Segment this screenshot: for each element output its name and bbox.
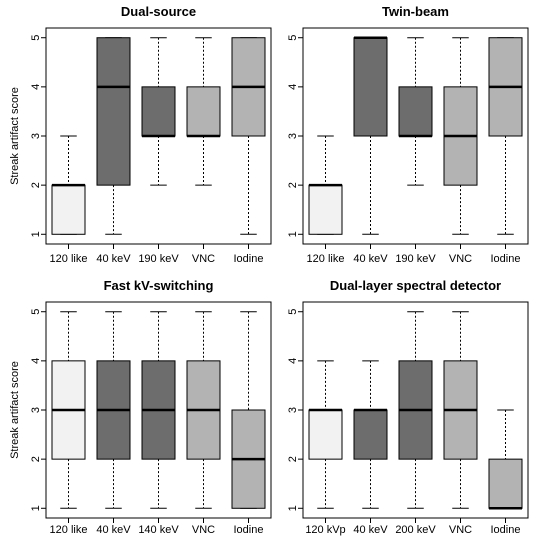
x-tick-label: 120 kVp	[305, 524, 345, 536]
y-tick-label: 4	[30, 84, 42, 90]
y-tick-label: 2	[30, 182, 42, 188]
iqr-box	[141, 86, 176, 137]
panel-title: Dual-layer spectral detector	[330, 278, 501, 293]
box-1	[51, 135, 86, 235]
x-tick-label: 120 like	[307, 253, 345, 265]
panel-title: Twin-beam	[382, 4, 449, 19]
panel-2: Twin-beam 1 2 3 4 5 120 like 40 keV 190 keV VNC Io…	[287, 4, 529, 265]
box-1	[51, 311, 86, 509]
y-tick-label: 5	[287, 309, 299, 315]
y-tick-label: 4	[30, 358, 42, 364]
iqr-box	[488, 458, 523, 509]
iqr-box	[353, 37, 388, 137]
x-tick-label: 140 keV	[138, 524, 179, 536]
x-tick-label: 120 like	[50, 524, 88, 536]
box-5	[488, 37, 523, 235]
iqr-box	[96, 37, 131, 186]
x-tick-label: Iodine	[491, 253, 521, 265]
box-2	[353, 360, 388, 509]
iqr-box	[398, 86, 433, 137]
box-5	[231, 311, 266, 509]
x-tick-label: Iodine	[234, 253, 264, 265]
x-tick-label: 40 keV	[353, 524, 388, 536]
y-tick-label: 5	[30, 309, 42, 315]
y-tick-label: 1	[30, 505, 42, 511]
y-tick-label: 4	[287, 84, 299, 90]
iqr-box	[353, 409, 388, 460]
y-tick-label: 4	[287, 358, 299, 364]
x-tick-label: 200 keV	[395, 524, 436, 536]
y-tick-label: 2	[287, 456, 299, 462]
y-tick-label: 5	[30, 35, 42, 41]
x-tick-label: 190 keV	[395, 253, 436, 265]
x-tick-label: VNC	[449, 253, 472, 265]
x-tick-label: 40 keV	[353, 253, 388, 265]
y-axis-label: Streak artifact score	[9, 87, 21, 185]
box-1	[308, 135, 343, 235]
panel-4: Dual-layer spectral detector 1 2 3 4 5 120 kVp…	[287, 278, 529, 536]
x-tick-label: Iodine	[491, 524, 521, 536]
x-tick-label: 40 keV	[96, 524, 131, 536]
x-tick-label: VNC	[192, 524, 215, 536]
box-2	[353, 36, 388, 235]
box-1	[308, 360, 343, 509]
iqr-box	[51, 184, 86, 235]
iqr-box	[308, 184, 343, 235]
x-tick-label: Iodine	[234, 524, 264, 536]
box-2	[96, 37, 131, 235]
iqr-box	[186, 86, 221, 137]
panel-1: Dual-source Streak artifact score 1 2 3 4 5 120…	[9, 4, 272, 265]
box-4	[186, 311, 221, 509]
y-tick-label: 3	[287, 133, 299, 139]
y-tick-label: 1	[30, 231, 42, 237]
box-3	[398, 311, 433, 509]
y-tick-label: 3	[287, 407, 299, 413]
y-axis-label: Streak artifact score	[9, 361, 21, 459]
y-tick-label: 2	[287, 182, 299, 188]
box-3	[141, 37, 176, 186]
iqr-box	[308, 409, 343, 460]
y-tick-label: 1	[287, 231, 299, 237]
y-tick-label: 2	[30, 456, 42, 462]
box-5	[488, 409, 523, 510]
y-tick-label: 3	[30, 133, 42, 139]
x-tick-label: 120 like	[50, 253, 88, 265]
x-tick-label: 40 keV	[96, 253, 131, 265]
x-tick-label: 190 keV	[138, 253, 179, 265]
box-5	[231, 37, 266, 235]
panel-title: Fast kV-switching	[104, 278, 214, 293]
x-tick-label: VNC	[449, 524, 472, 536]
box-4	[443, 37, 478, 235]
box-3	[398, 37, 433, 186]
panel-title: Dual-source	[121, 4, 196, 19]
box-4	[186, 37, 221, 186]
box-4	[443, 311, 478, 509]
y-tick-label: 5	[287, 35, 299, 41]
y-tick-label: 3	[30, 407, 42, 413]
box-3	[141, 311, 176, 509]
x-tick-label: VNC	[192, 253, 215, 265]
y-tick-label: 1	[287, 505, 299, 511]
box-2	[96, 311, 131, 509]
